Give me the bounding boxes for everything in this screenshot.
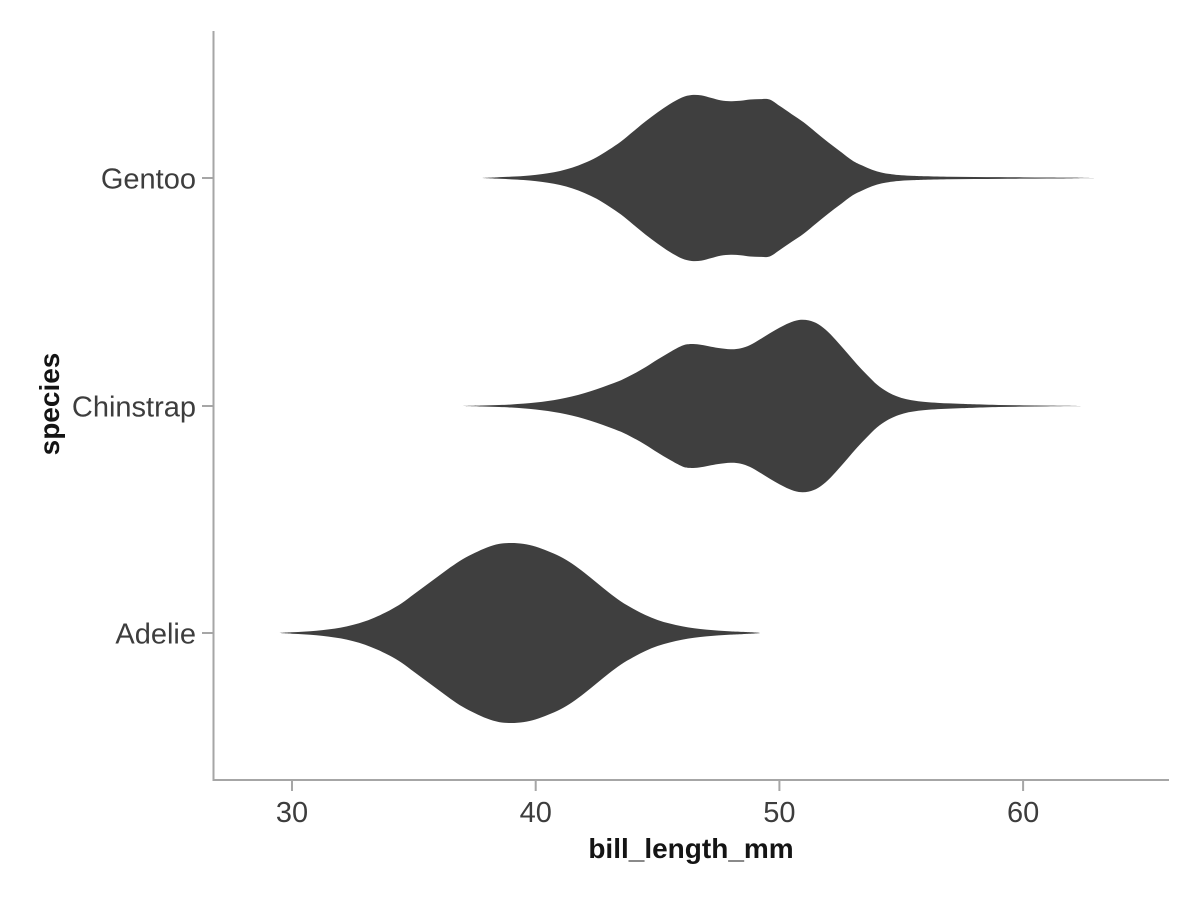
- violin-adelie: [279, 543, 760, 723]
- y-tick-label-chinstrap: Chinstrap: [72, 392, 196, 424]
- violin-chinstrap: [462, 319, 1082, 493]
- x-tick-label-60: 60: [1007, 797, 1039, 829]
- violin-gentoo: [482, 94, 1097, 262]
- y-tick-label-adelie: Adelie: [115, 619, 196, 651]
- y-tick-label-gentoo: Gentoo: [101, 164, 196, 196]
- x-tick-label-40: 40: [520, 797, 552, 829]
- x-axis-title: bill_length_mm: [588, 833, 794, 864]
- y-axis-title: species: [34, 352, 65, 456]
- x-tick-label-30: 30: [276, 797, 308, 829]
- x-tick-label-50: 50: [763, 797, 795, 829]
